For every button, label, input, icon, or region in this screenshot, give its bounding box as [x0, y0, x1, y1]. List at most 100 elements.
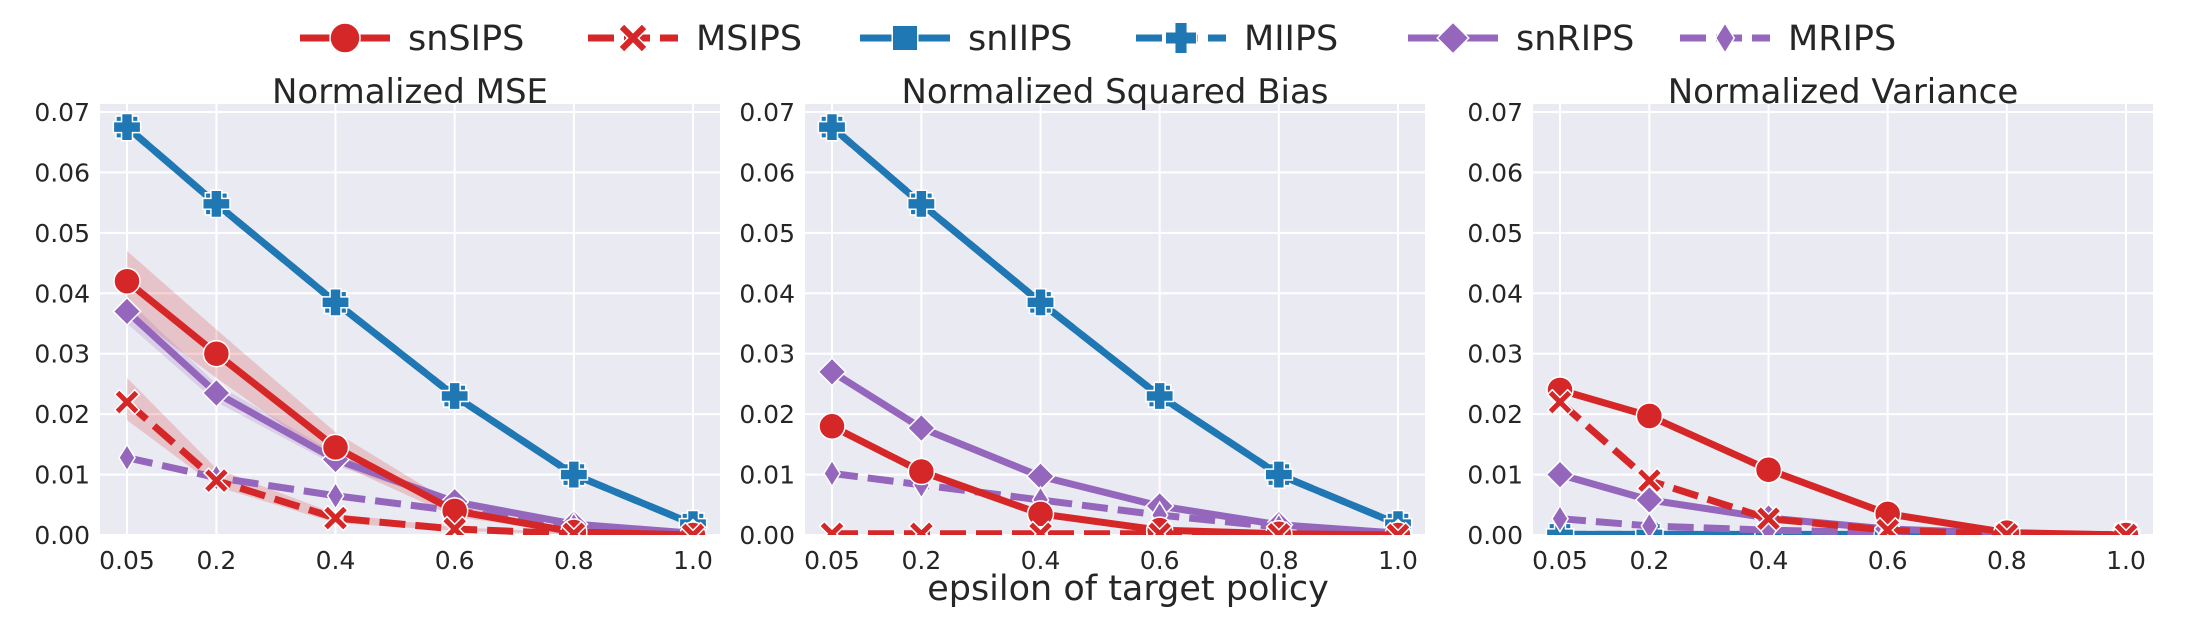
legend-item-msips: MSIPS [588, 19, 802, 59]
data-point [1027, 520, 1054, 535]
series-msips [113, 388, 707, 535]
series-line [829, 124, 1400, 528]
data-point [818, 412, 846, 440]
data-point [817, 112, 847, 142]
legend-item-mrips: MRIPS [1680, 19, 1896, 59]
data-point [113, 388, 141, 416]
x-tick-label: 0.6 [1868, 546, 1908, 575]
confidence-band-msips [127, 377, 693, 535]
data-point [906, 189, 936, 219]
data-point [679, 521, 707, 535]
data-point [441, 515, 469, 535]
panel-2: 0.00 0.01 0.02 0.03 0.04 0.05 0.06 0.07 0.05 0.2 0… [739, 72, 1425, 575]
data-point [1545, 459, 1575, 490]
plot-area [1545, 376, 2141, 535]
y-tick-label: 0.01 [1467, 461, 1523, 490]
x-tick-label: 0.05 [1532, 546, 1588, 575]
series-line [124, 399, 694, 535]
series-line [124, 124, 695, 528]
data-point [321, 287, 350, 317]
data-point [113, 267, 141, 295]
data-point [1551, 504, 1569, 534]
series-line [1557, 399, 2127, 535]
data-point [2112, 521, 2140, 535]
legend-marker [1714, 21, 1736, 55]
data-point [201, 189, 231, 219]
legend-label: MIIPS [1244, 19, 1338, 59]
y-tick-label: 0.06 [34, 158, 90, 187]
data-point [906, 413, 937, 443]
data-point [817, 357, 847, 387]
plot-area [817, 112, 1413, 535]
y-tick-label: 0.07 [34, 98, 90, 127]
x-axis-label: epsilon of target policy [927, 569, 1329, 609]
y-tick-label: 0.02 [34, 400, 90, 429]
legend-label: snIIPS [968, 19, 1072, 59]
y-tick-label: 0.02 [1467, 400, 1523, 429]
data-point [559, 460, 589, 489]
x-tick-label: 0.8 [1259, 546, 1299, 575]
data-point [1026, 287, 1055, 317]
y-tick-label: 0.05 [34, 219, 90, 248]
series-msips [818, 520, 1412, 535]
legend-item-sniips: snIIPS [860, 19, 1072, 59]
data-point [326, 481, 345, 511]
series-line [832, 530, 1399, 535]
y-tick-label: 0.04 [1467, 279, 1523, 308]
y-tick-label: 0.06 [739, 158, 795, 187]
plot-background [100, 104, 720, 535]
legend: snSIPS MSIPS snIIPS MIIPS snRIPS MRIPS [300, 19, 1896, 59]
data-point [1993, 520, 2021, 535]
x-tick-label: 1.0 [2106, 546, 2146, 575]
panels: 0.00 0.01 0.02 0.03 0.04 0.05 0.06 0.07 0.05 0.2 0… [34, 72, 2153, 575]
data-point [112, 296, 142, 327]
data-point [201, 378, 232, 408]
x-tick-label: 0.2 [901, 546, 941, 575]
legend-marker [891, 24, 919, 52]
panel-title: Normalized Variance [1668, 72, 2019, 112]
data-point [1026, 500, 1055, 528]
y-tick-label: 0.00 [739, 521, 795, 550]
legend-label: MRIPS [1788, 19, 1896, 59]
y-tick-label: 0.04 [34, 279, 90, 308]
legend-item-snsips: snSIPS [300, 19, 524, 59]
x-tick-label: 0.4 [1021, 546, 1061, 575]
series-line [831, 469, 1399, 535]
data-point [1146, 520, 1174, 535]
legend-item-snrips: snRIPS [1408, 19, 1634, 59]
data-point [1265, 520, 1293, 535]
confidence-band-snsips [127, 250, 693, 535]
data-point [1754, 455, 1783, 484]
series-line [830, 423, 1399, 535]
y-tick-label: 0.04 [739, 279, 795, 308]
data-point [321, 433, 350, 462]
x-tick-label: 0.8 [554, 546, 594, 575]
data-point [560, 520, 588, 535]
y-tick-label: 0.00 [1467, 521, 1523, 550]
y-tick-label: 0.03 [1467, 340, 1523, 369]
x-tick-label: 0.2 [196, 546, 236, 575]
data-point [202, 467, 230, 495]
x-tick-label: 1.0 [673, 546, 713, 575]
data-point [907, 520, 935, 535]
y-tick-label: 0.01 [739, 461, 795, 490]
data-point [202, 339, 231, 368]
data-point [818, 520, 846, 535]
y-tick-label: 0.03 [739, 340, 795, 369]
legend-marker [1436, 21, 1470, 55]
data-point [1635, 402, 1664, 430]
y-tick-label: 0.07 [1467, 98, 1523, 127]
legend-label: snRIPS [1516, 19, 1634, 59]
plot-area [112, 112, 708, 535]
y-tick-label: 0.02 [739, 400, 795, 429]
x-tick-label: 1.0 [1378, 546, 1418, 575]
legend-item-miips: MIIPS [1136, 19, 1338, 59]
legend-label: snSIPS [408, 19, 524, 59]
plot-background [805, 104, 1425, 535]
legend-marker [617, 22, 649, 54]
x-tick-label: 0.6 [1140, 546, 1180, 575]
x-tick-label: 0.6 [435, 546, 475, 575]
y-tick-label: 0.00 [34, 521, 90, 550]
series-line [1559, 515, 2127, 535]
series-line [124, 278, 694, 535]
